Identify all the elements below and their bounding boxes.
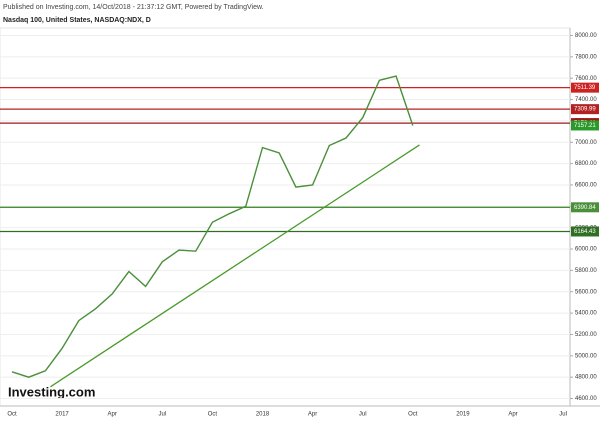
y-tick-label: 7000.00 bbox=[575, 140, 597, 146]
level-label-box bbox=[571, 82, 599, 93]
y-tick-label: 6600.00 bbox=[575, 183, 597, 189]
y-tick-label: 5600.00 bbox=[575, 289, 597, 295]
level-label-box bbox=[571, 202, 599, 213]
chart-title: Nasdaq 100, United States, NASDAQ:NDX, D bbox=[3, 17, 151, 24]
y-tick-label: 6800.00 bbox=[575, 161, 597, 167]
x-tick-label: Jul bbox=[359, 412, 367, 418]
level-label: 6164.43 bbox=[574, 229, 596, 235]
y-tick-label: 7800.00 bbox=[575, 54, 597, 60]
x-tick-label: 2019 bbox=[456, 412, 470, 418]
x-tick-label: Oct bbox=[7, 412, 17, 418]
header: Published on Investing.com, 14/Oct/2018 … bbox=[3, 4, 264, 11]
x-tick-label: 2018 bbox=[256, 412, 270, 418]
level-label: 6390.84 bbox=[574, 205, 596, 211]
x-tick-label: 2017 bbox=[55, 412, 69, 418]
level-label-box bbox=[571, 104, 599, 115]
y-tick-label: 5800.00 bbox=[575, 268, 597, 274]
y-tick-label: 7600.00 bbox=[575, 76, 597, 82]
x-tick-label: Jul bbox=[158, 412, 166, 418]
x-tick-label: Oct bbox=[408, 412, 418, 418]
y-tick-label: 5200.00 bbox=[575, 332, 597, 338]
x-tick-label: Apr bbox=[108, 412, 117, 418]
level-label: 7511.39 bbox=[574, 85, 596, 91]
y-tick-label: 6000.00 bbox=[575, 247, 597, 253]
plot-frame bbox=[0, 27, 571, 407]
trend-line bbox=[50, 144, 420, 388]
price-line bbox=[11, 75, 414, 378]
y-tick-label: 7400.00 bbox=[575, 97, 597, 103]
last-price-label: 7157.21 bbox=[574, 123, 596, 129]
x-tick-label: Apr bbox=[308, 412, 317, 418]
y-tick-label: 5000.00 bbox=[575, 353, 597, 359]
last-price-box bbox=[571, 120, 599, 131]
level-label: 7309.99 bbox=[574, 107, 596, 113]
x-tick-label: Oct bbox=[208, 412, 218, 418]
y-tick-label: 4600.00 bbox=[575, 396, 597, 402]
level-label-box bbox=[571, 226, 599, 237]
y-tick-label: 8000.00 bbox=[575, 33, 597, 39]
y-tick-label: 4800.00 bbox=[575, 375, 597, 381]
logo: Investing.com bbox=[8, 384, 95, 399]
x-tick-label: Jul bbox=[559, 412, 567, 418]
y-tick-label: 5400.00 bbox=[575, 311, 597, 317]
x-tick-label: Apr bbox=[508, 412, 517, 418]
